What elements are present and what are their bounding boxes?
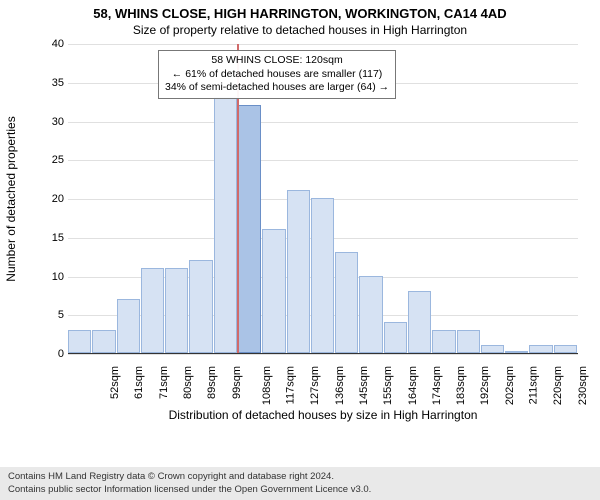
x-tick-label: 155sqm xyxy=(382,366,394,405)
histogram-bar xyxy=(554,345,577,353)
x-tick-label: 99sqm xyxy=(231,366,243,399)
histogram-bar xyxy=(92,330,115,353)
y-tick-label: 30 xyxy=(44,116,64,128)
histogram-bar xyxy=(165,268,188,353)
footer-line1: Contains HM Land Registry data © Crown c… xyxy=(8,471,592,483)
x-tick-label: 71sqm xyxy=(158,366,170,399)
histogram-bar xyxy=(68,330,91,353)
gridline xyxy=(68,44,578,45)
histogram-bar xyxy=(287,190,310,353)
y-axis-label: Number of detached properties xyxy=(4,116,18,281)
x-tick-label: 127sqm xyxy=(310,366,322,405)
x-tick-label: 52sqm xyxy=(109,366,121,399)
x-tick-label: 192sqm xyxy=(480,366,492,405)
y-tick-label: 0 xyxy=(44,348,64,360)
footer-attribution: Contains HM Land Registry data © Crown c… xyxy=(0,467,600,500)
histogram-bar xyxy=(189,260,212,353)
x-tick-label: 80sqm xyxy=(182,366,194,399)
y-tick-label: 25 xyxy=(44,154,64,166)
footer-line2: Contains public sector Information licen… xyxy=(8,484,592,496)
y-tick-label: 40 xyxy=(44,38,64,50)
chart-title-sub: Size of property relative to detached ho… xyxy=(0,21,600,41)
y-tick-label: 20 xyxy=(44,193,64,205)
y-tick-label: 5 xyxy=(44,309,64,321)
histogram-bar xyxy=(262,229,285,353)
histogram-bar xyxy=(335,252,358,353)
x-tick-label: 174sqm xyxy=(431,366,443,405)
x-tick-label: 211sqm xyxy=(527,366,539,404)
histogram-bar xyxy=(505,351,528,353)
x-tick-label: 220sqm xyxy=(552,366,564,405)
x-tick-label: 61sqm xyxy=(133,366,145,399)
x-tick-label: 183sqm xyxy=(455,366,467,405)
annotation-line3: 34% of semi-detached houses are larger (… xyxy=(165,81,389,95)
x-axis-label: Distribution of detached houses by size … xyxy=(68,408,578,458)
histogram-bar xyxy=(408,291,431,353)
histogram-bar xyxy=(529,345,552,353)
histogram-bar xyxy=(384,322,407,353)
annotation-line1: 58 WHINS CLOSE: 120sqm xyxy=(165,54,389,68)
annotation-line2: ← 61% of detached houses are smaller (11… xyxy=(165,68,389,82)
x-tick-label: 108sqm xyxy=(261,366,273,405)
histogram-bar xyxy=(141,268,164,353)
histogram-bar xyxy=(457,330,480,353)
histogram-bar xyxy=(481,345,504,353)
x-tick-label: 164sqm xyxy=(407,366,419,405)
gridline xyxy=(68,354,578,355)
x-tick-label: 202sqm xyxy=(504,366,516,405)
histogram-bar xyxy=(432,330,455,353)
y-tick-label: 15 xyxy=(44,232,64,244)
histogram-bar xyxy=(214,97,237,353)
gridline xyxy=(68,122,578,123)
x-tick-label: 136sqm xyxy=(334,366,346,405)
plot-area: 051015202530354052sqm61sqm71sqm80sqm89sq… xyxy=(68,44,578,354)
x-tick-label: 145sqm xyxy=(358,366,370,405)
x-tick-label: 89sqm xyxy=(206,366,218,399)
histogram-bar xyxy=(359,276,382,354)
gridline xyxy=(68,160,578,161)
histogram-bar xyxy=(117,299,140,353)
annotation-box: 58 WHINS CLOSE: 120sqm ← 61% of detached… xyxy=(158,50,396,99)
x-tick-label: 117sqm xyxy=(284,366,296,404)
chart-container: Number of detached properties 0510152025… xyxy=(48,44,580,404)
chart-title-main: 58, WHINS CLOSE, HIGH HARRINGTON, WORKIN… xyxy=(0,0,600,21)
y-tick-label: 10 xyxy=(44,271,64,283)
y-tick-label: 35 xyxy=(44,77,64,89)
histogram-bar xyxy=(311,198,334,353)
x-tick-label: 230sqm xyxy=(577,366,589,405)
histogram-bar xyxy=(238,105,261,353)
